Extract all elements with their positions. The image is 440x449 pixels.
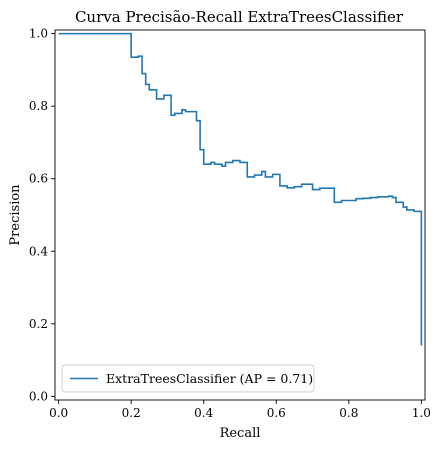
chart-title: Curva Precisão-Recall ExtraTreesClassifi… (75, 8, 404, 26)
x-tick-label: 0.6 (267, 406, 286, 420)
y-tick-label: 0.0 (29, 389, 48, 403)
pr-curve-line-0 (58, 32, 423, 346)
y-tick-label: 0.6 (29, 172, 48, 186)
y-axis-ticks: 0.0 0.2 0.4 0.6 0.8 1.0 (29, 27, 55, 403)
y-tick-label: 0.4 (29, 244, 48, 258)
series-layer (58, 32, 423, 346)
y-tick-label: 1.0 (29, 27, 48, 41)
x-axis-label: Recall (220, 426, 261, 441)
legend-entry-label: ExtraTreesClassifier (AP = 0.71) (106, 371, 313, 386)
y-tick-label: 0.2 (29, 317, 48, 331)
x-tick-label: 0.2 (122, 406, 141, 420)
plot-area-frame (54, 29, 426, 401)
x-tick-label: 0.0 (49, 406, 68, 420)
legend: ExtraTreesClassifier (AP = 0.71) (61, 364, 315, 393)
x-axis-ticks: 0.0 0.2 0.4 0.6 0.8 1.0 (49, 400, 431, 420)
legend-box (61, 364, 315, 393)
y-axis-label: Precision (8, 184, 23, 246)
x-tick-label: 1.0 (412, 406, 431, 420)
x-tick-label: 0.4 (194, 406, 213, 420)
y-tick-label: 0.8 (29, 99, 48, 113)
x-tick-label: 0.8 (339, 406, 358, 420)
